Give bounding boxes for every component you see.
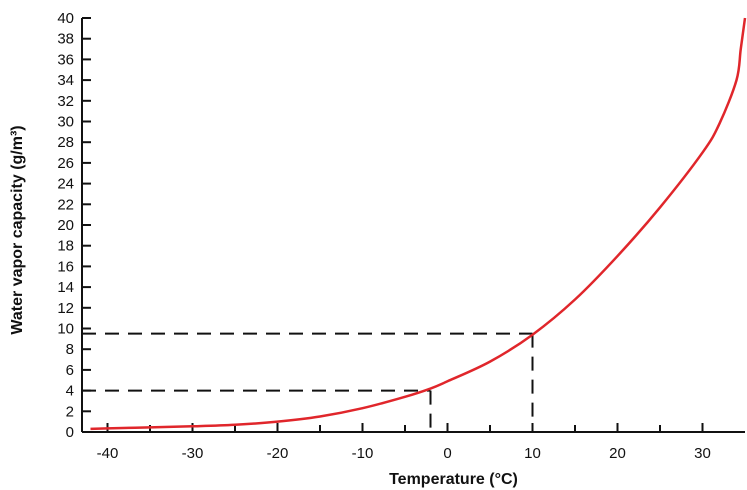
y-tick-label: 6: [66, 362, 74, 379]
x-tick-label: 10: [524, 445, 541, 462]
y-tick-label: 22: [57, 196, 74, 213]
x-axis-label: Temperature (°C): [389, 471, 518, 488]
x-tick-label: 20: [609, 445, 626, 462]
x-tick-label: -40: [97, 445, 119, 462]
y-tick-label: 4: [66, 383, 74, 400]
y-tick-label: 16: [57, 258, 74, 275]
x-tick-label: -10: [352, 445, 374, 462]
y-tick-label: 28: [57, 134, 74, 151]
x-tick-label: 30: [694, 445, 711, 462]
reference-lines: [82, 332, 534, 432]
y-tick-label: 36: [57, 51, 74, 68]
y-tick-label: 32: [57, 93, 74, 110]
y-tick-label: 14: [57, 279, 74, 296]
x-tick-label: 0: [443, 445, 451, 462]
y-tick-label: 18: [57, 238, 74, 255]
y-tick-label: 40: [57, 10, 74, 27]
y-tick-label: 8: [66, 341, 74, 358]
y-axis-label: Water vapor capacity (g/m³): [9, 125, 26, 334]
y-tick-label: 2: [66, 403, 74, 420]
y-tick-label: 10: [57, 321, 74, 338]
y-tick-label: 38: [57, 31, 74, 48]
data-series: [90, 17, 747, 431]
x-tick-label: -20: [267, 445, 289, 462]
x-axis-ticks: -40 -30 -20 -10 0 10 20 30: [97, 423, 711, 462]
water-vapor-capacity-curve: [90, 17, 747, 431]
y-tick-label: 34: [57, 72, 74, 89]
x-tick-label: -30: [182, 445, 204, 462]
y-tick-label: 0: [66, 424, 74, 441]
y-tick-label: 12: [57, 300, 74, 317]
y-tick-label: 20: [57, 217, 74, 234]
y-tick-label: 30: [57, 114, 74, 131]
y-tick-label: 24: [57, 176, 74, 193]
y-tick-label: 26: [57, 155, 74, 172]
